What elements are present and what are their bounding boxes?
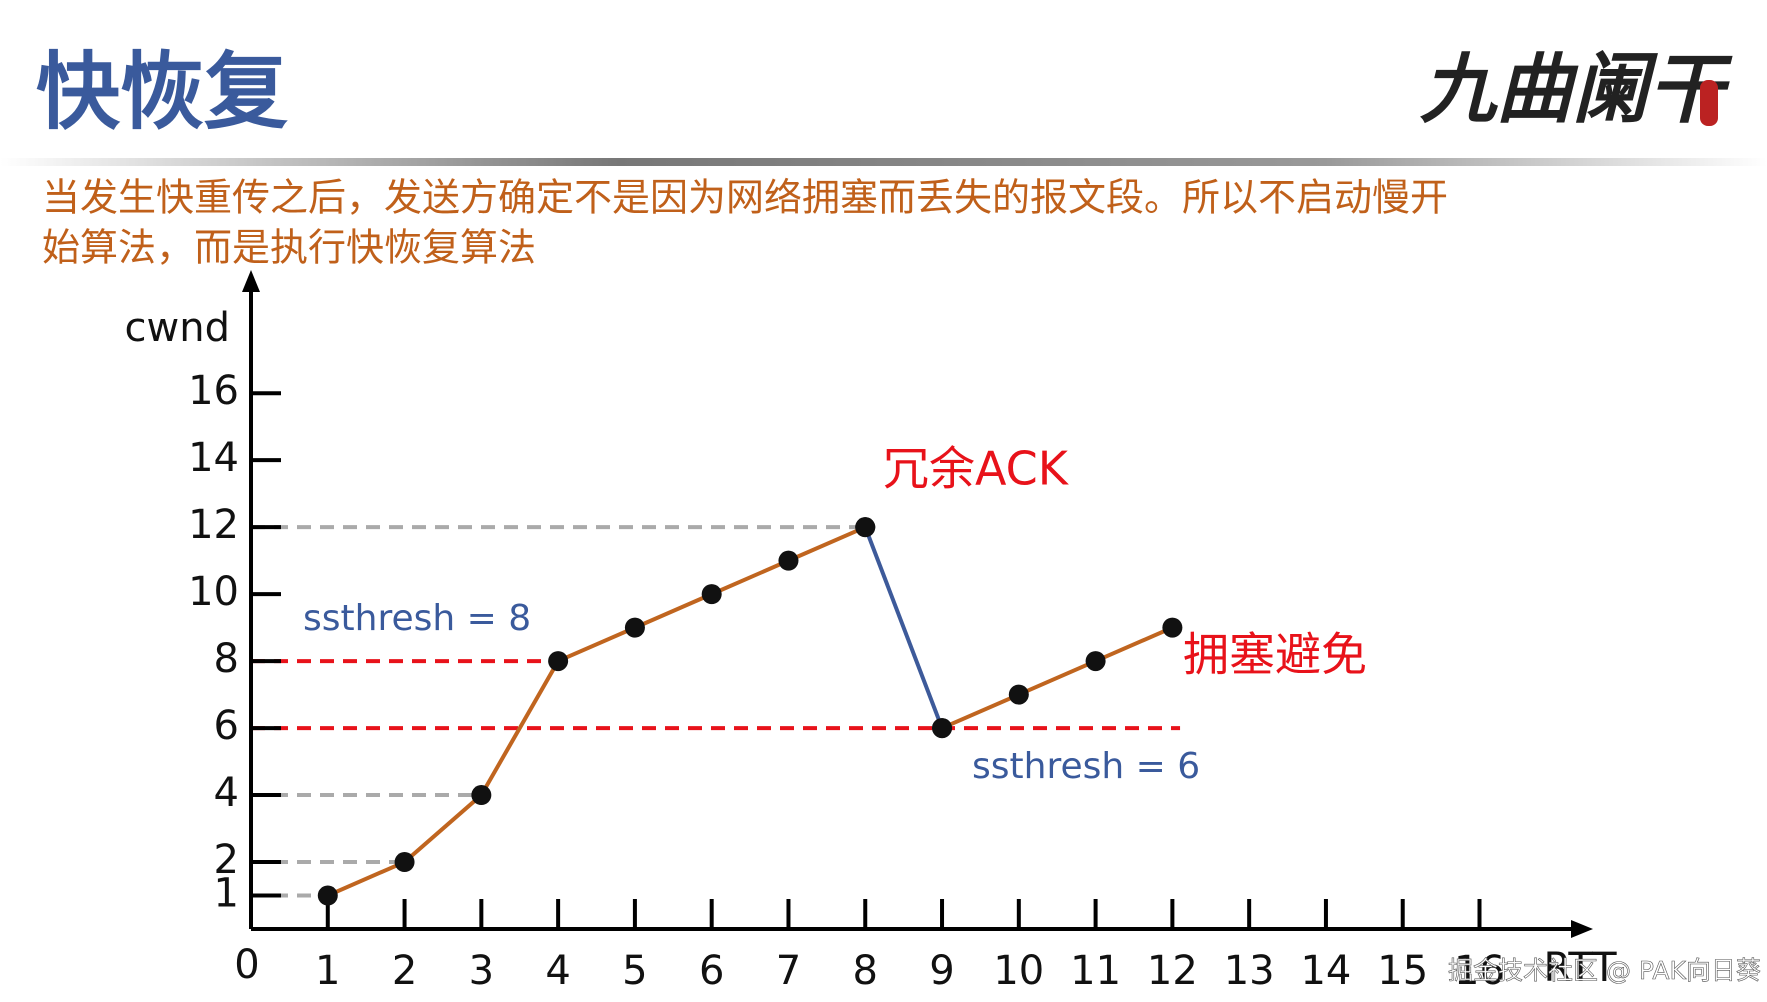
x-tick-label: 7 — [776, 948, 801, 994]
y-tick-label: 4 — [214, 770, 239, 816]
data-point — [624, 617, 645, 638]
x-tick-label: 1 — [315, 948, 340, 994]
y-tick-label: 8 — [214, 636, 239, 682]
description-line: 当发生快重传之后，发送方确定不是因为网络拥塞而丢失的报文段。所以不启动慢开 — [42, 176, 1448, 220]
description-line: 始算法，而是执行快恢复算法 — [42, 226, 536, 270]
x-axis-arrow — [1571, 920, 1593, 938]
data-point — [1162, 617, 1183, 638]
data-point — [701, 584, 722, 605]
x-tick-label: 13 — [1224, 948, 1275, 994]
watermark: 掘金技术社区 @ PAK向日葵 — [1448, 956, 1761, 985]
data-point — [548, 651, 569, 672]
annotation: ssthresh = 8 — [303, 598, 531, 639]
series-line — [326, 525, 867, 898]
y-tick-label: 12 — [188, 502, 239, 548]
x-tick-label: 5 — [622, 948, 647, 994]
annotation: 拥塞避免 — [1183, 628, 1367, 682]
data-point — [932, 718, 953, 739]
y-tick-label: 16 — [188, 368, 239, 414]
y-tick-label: 1 — [214, 871, 239, 917]
series-line — [863, 526, 944, 729]
x-tick-label: 11 — [1070, 948, 1121, 994]
x-tick-label: 2 — [392, 948, 417, 994]
seal — [1700, 80, 1718, 126]
x-tick-label: 15 — [1377, 948, 1428, 994]
data-point — [471, 785, 492, 806]
x-tick-label: 16 — [1454, 948, 1505, 994]
data-point — [1085, 651, 1106, 672]
y-tick-label: 2 — [214, 837, 239, 883]
x-tick-label: 8 — [853, 948, 878, 994]
data-point — [1008, 684, 1029, 705]
data-point — [394, 852, 415, 873]
x-tick-label: 4 — [545, 948, 570, 994]
slide-title: 快恢复 — [36, 43, 288, 141]
x-tick-label: 14 — [1300, 948, 1351, 994]
y-tick-label: 14 — [188, 435, 239, 481]
annotation: ssthresh = 6 — [972, 746, 1200, 787]
x-tick-label: 0 — [234, 942, 259, 988]
x-tick-label: 9 — [929, 948, 954, 994]
annotation: 冗余ACK — [883, 442, 1070, 496]
data-point — [778, 550, 799, 571]
y-tick-label: 10 — [188, 569, 239, 615]
divider — [0, 158, 1767, 166]
y-axis-label: cwnd — [125, 305, 230, 351]
series-line — [941, 625, 1174, 730]
x-tick-label: 3 — [469, 948, 494, 994]
data-point — [317, 885, 338, 906]
y-axis-arrow — [242, 270, 260, 292]
logo: 九曲阑干 — [1420, 48, 1733, 132]
x-tick-label: 12 — [1147, 948, 1198, 994]
x-axis-label: RTT — [1543, 945, 1617, 991]
x-tick-label: 6 — [699, 948, 724, 994]
y-tick-label: 6 — [214, 703, 239, 749]
x-tick-label: 10 — [993, 948, 1044, 994]
data-point — [855, 517, 876, 538]
